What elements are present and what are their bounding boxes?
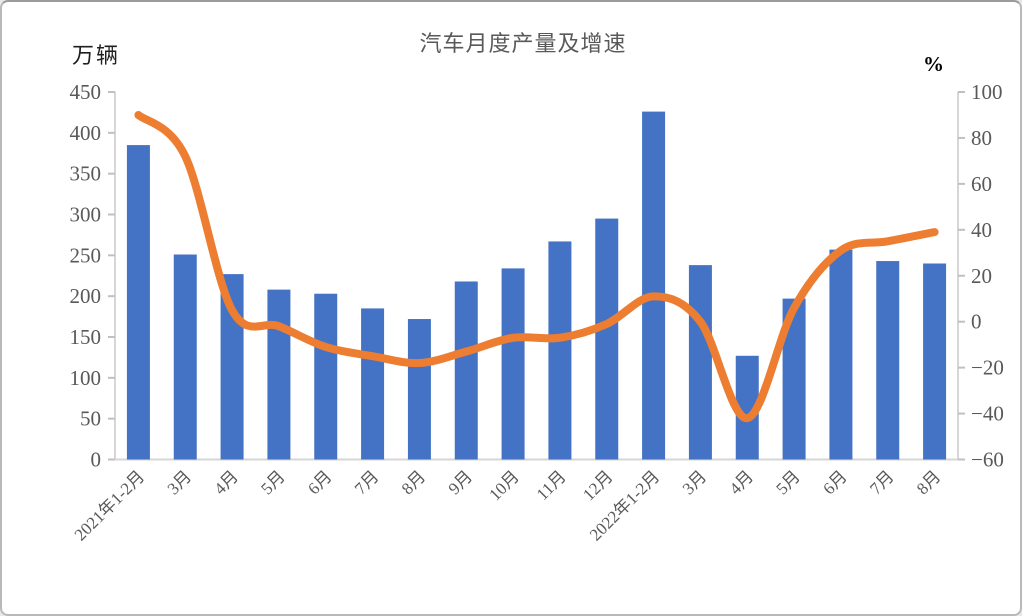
x-axis-label: 4月 (726, 467, 757, 498)
right-axis-tick-label: 80 (971, 126, 992, 150)
x-axis-label: 6月 (304, 467, 335, 498)
x-axis-label: 9月 (445, 467, 476, 498)
production-bar (548, 241, 572, 460)
production-bar (923, 263, 947, 460)
x-axis-label: 12月 (579, 467, 616, 504)
x-axis-label: 5月 (257, 467, 288, 498)
production-bar (876, 261, 900, 460)
x-axis-label: 8月 (913, 467, 944, 498)
growth-line (134, 110, 939, 423)
right-axis-tick-label: 40 (971, 218, 992, 242)
left-axis-tick-label: 250 (70, 243, 102, 267)
left-axis-tick-label: 150 (70, 325, 102, 349)
production-bar (314, 293, 338, 460)
production-bar (407, 319, 431, 460)
x-axis-label: 3月 (164, 467, 195, 498)
x-axis-label: 4月 (210, 467, 241, 498)
left-axis-tick-label: 50 (80, 407, 101, 431)
right-axis-tick-label: 0 (971, 310, 982, 334)
production-bar (173, 254, 197, 460)
x-axis-label: 11月 (533, 467, 570, 504)
production-bar (688, 265, 712, 460)
production-bar (126, 145, 150, 460)
right-axis-tick-label: 60 (971, 172, 992, 196)
right-axis-tick-label: −20 (971, 356, 1004, 380)
production-bar (454, 281, 478, 460)
x-axis-label: 3月 (679, 467, 710, 498)
left-axis-tick-label: 300 (70, 203, 102, 227)
production-bar (782, 298, 806, 460)
production-bar (595, 218, 619, 460)
production-bar (642, 111, 666, 460)
left-axis-tick-label: 400 (70, 121, 102, 145)
production-bar (501, 268, 525, 460)
right-axis-tick-label: 100 (971, 80, 1003, 104)
x-axis-label: 8月 (398, 467, 429, 498)
left-axis-tick-label: 0 (91, 448, 102, 472)
left-axis-unit-label: 万辆 (72, 43, 121, 68)
left-axis-tick-label: 450 (70, 80, 102, 104)
production-bar (361, 308, 385, 460)
production-bar (735, 355, 759, 460)
production-bar (267, 289, 291, 460)
x-axis-label: 5月 (772, 467, 803, 498)
right-axis-tick-label: −40 (971, 402, 1004, 426)
left-axis-tick-label: 100 (70, 366, 102, 390)
x-axis-label: 10月 (485, 467, 522, 504)
right-axis-unit-label: % (923, 52, 944, 76)
production-bar (829, 249, 853, 460)
right-axis-tick-label: −60 (971, 448, 1004, 472)
x-axis-label: 6月 (819, 467, 850, 498)
left-axis-tick-label: 350 (70, 162, 102, 186)
x-axis-label: 7月 (866, 467, 897, 498)
chart-title: 汽车月度产量及增速 (419, 31, 627, 56)
x-axis-label: 7月 (351, 467, 382, 498)
left-axis-tick-label: 200 (70, 284, 102, 308)
right-axis-tick-label: 20 (971, 264, 992, 288)
x-axis-label: 2021年1-2月 (71, 467, 149, 545)
